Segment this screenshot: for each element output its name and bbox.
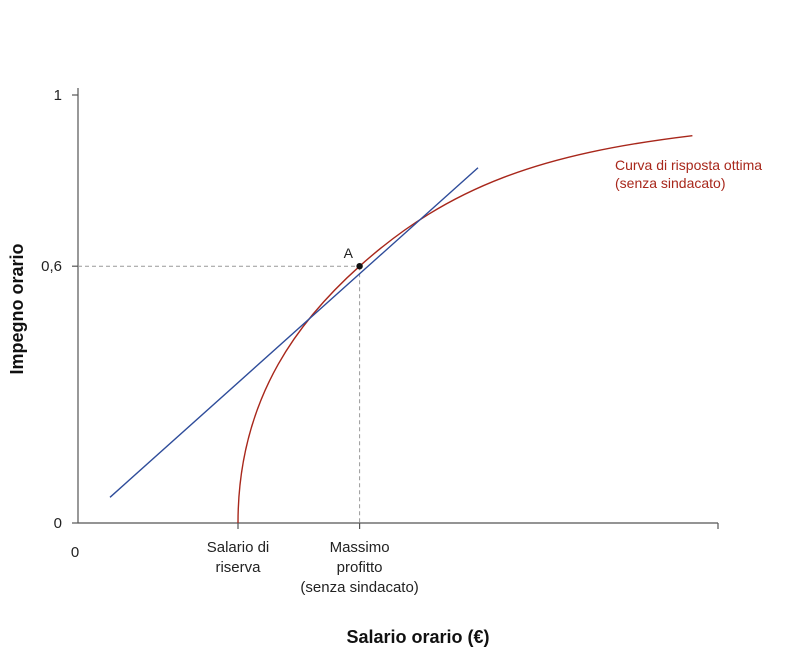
axes: 0 0,6 1 0 Salario di riserva Massimo profitto (s…: [7, 87, 719, 647]
x-origin-label: 0: [71, 544, 79, 561]
point-a-marker: [356, 263, 363, 270]
x-category-label-0-1: riserva: [215, 559, 261, 576]
series-group: [109, 134, 693, 524]
point-a-label: A: [344, 245, 354, 261]
best-response-curve: [237, 134, 693, 524]
y-tick-label-1: 0,6: [41, 258, 62, 275]
labels-group: Curva di risposta ottima (senza sindacato…: [344, 157, 762, 270]
x-category-label-1-1: profitto: [337, 559, 383, 576]
y-tick-label-0: 0: [54, 515, 62, 532]
x-category-label-1-2: (senza sindacato): [300, 579, 418, 596]
x-category-label-1-0: Massimo: [330, 539, 390, 556]
curve-label-0: Curva di risposta ottima: [615, 157, 762, 173]
y-tick-label-2: 1: [54, 87, 62, 104]
x-category-label-0-0: Salario di: [207, 539, 270, 556]
tangent-line: [109, 167, 479, 498]
guide-lines: [78, 265, 361, 523]
y-axis-title: Impegno orario: [7, 243, 27, 374]
x-axis-title: Salario orario (€): [346, 627, 489, 647]
curve-label-1: (senza sindacato): [615, 175, 726, 191]
